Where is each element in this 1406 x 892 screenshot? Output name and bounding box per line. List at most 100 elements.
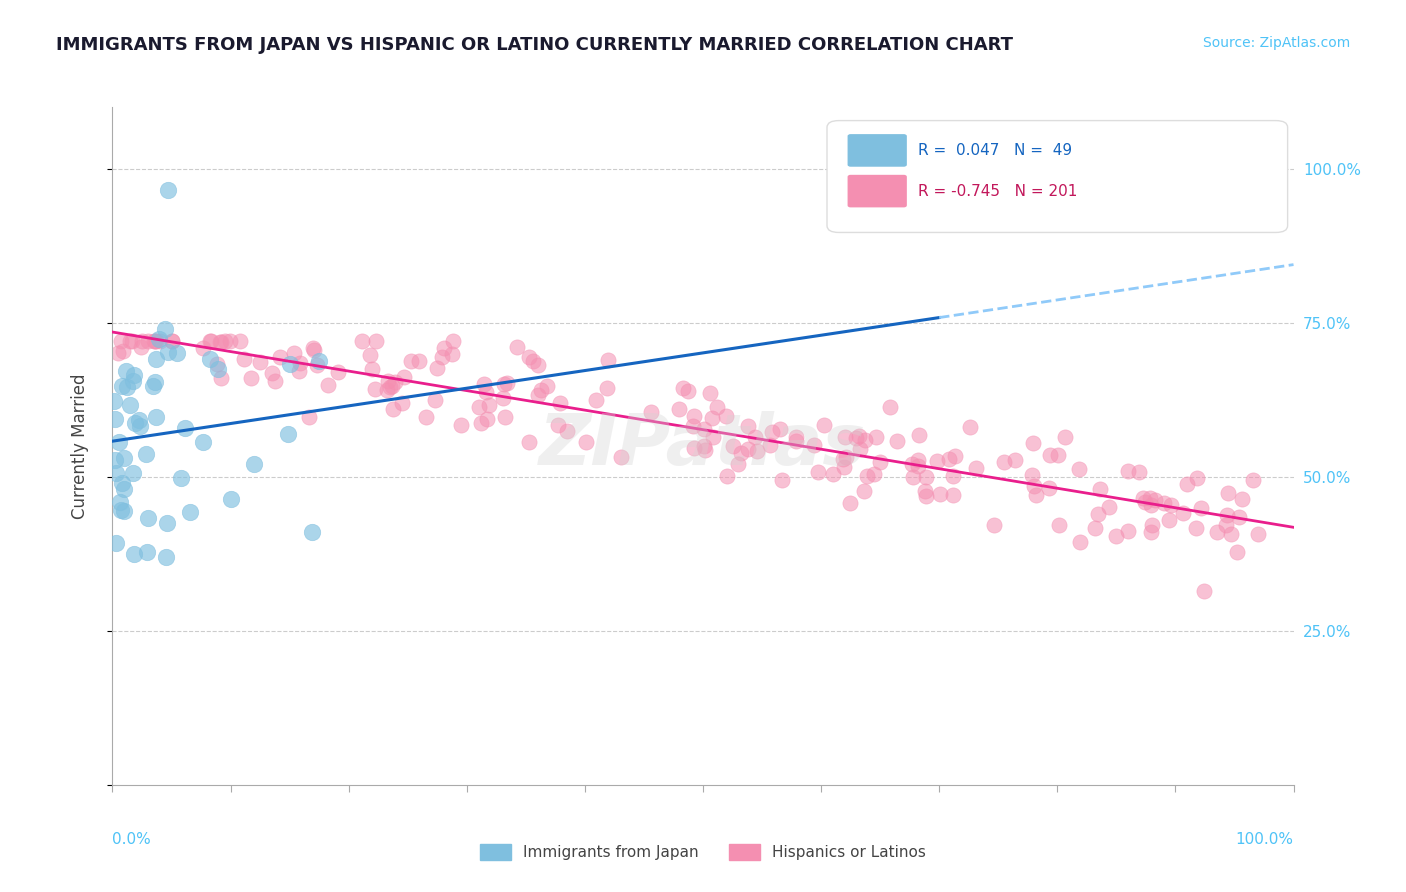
Point [408, 354, 430, 368]
Point [668, 401, 690, 416]
Point [1084, 521, 1107, 535]
Point [1241, 473, 1264, 487]
Point [835, 450, 858, 465]
Point [536, 378, 558, 392]
Point [1069, 462, 1091, 476]
Text: 0.0%: 0.0% [112, 832, 152, 847]
Point [107, 435, 129, 450]
Point [942, 469, 965, 483]
Point [207, 362, 229, 376]
Point [671, 381, 693, 395]
Point [1189, 500, 1212, 515]
Point [1022, 435, 1045, 450]
Point [1105, 529, 1128, 543]
Point [832, 451, 855, 466]
Point [1142, 517, 1164, 532]
Point [240, 370, 263, 384]
Point [143, 334, 166, 349]
Point [209, 334, 232, 349]
Point [1088, 483, 1111, 497]
Point [148, 332, 170, 346]
Point [302, 342, 325, 356]
Legend: Immigrants from Japan, Hispanics or Latinos: Immigrants from Japan, Hispanics or Lati… [474, 838, 932, 866]
Point [848, 429, 870, 443]
Point [706, 400, 728, 414]
Point [1140, 499, 1163, 513]
Point [886, 434, 908, 448]
Point [1192, 583, 1215, 598]
Point [124, 416, 146, 430]
Point [131, 334, 153, 349]
Point [1215, 518, 1237, 533]
Point [121, 466, 143, 480]
Point [834, 430, 856, 444]
Point [695, 442, 717, 457]
Point [596, 381, 619, 395]
Point [943, 449, 966, 463]
Point [169, 471, 191, 485]
Point [609, 450, 631, 465]
Point [494, 409, 516, 424]
Point [1175, 477, 1198, 491]
Point [328, 365, 350, 379]
Point [522, 353, 544, 368]
Point [1022, 479, 1045, 493]
Point [198, 334, 221, 349]
Point [430, 351, 453, 365]
Point [907, 453, 929, 467]
Point [415, 410, 437, 425]
Point [1116, 464, 1139, 478]
Text: R =  0.047   N =  49: R = 0.047 N = 49 [918, 143, 1071, 158]
Point [122, 368, 145, 383]
Point [472, 377, 495, 392]
Point [1069, 534, 1091, 549]
Point [209, 335, 232, 350]
Point [110, 502, 132, 516]
Point [145, 410, 167, 425]
Point [114, 482, 136, 496]
Point [135, 447, 157, 461]
Point [1087, 507, 1109, 521]
Point [120, 399, 142, 413]
Point [928, 486, 950, 500]
Point [122, 374, 145, 388]
Point [683, 409, 706, 423]
Point [505, 340, 527, 354]
Point [155, 322, 177, 336]
Point [381, 378, 404, 392]
Point [716, 469, 738, 483]
Point [135, 545, 157, 559]
Point [676, 384, 699, 398]
Point [727, 457, 749, 471]
Point [112, 504, 135, 518]
Point [120, 334, 142, 349]
Point [1021, 467, 1043, 482]
Point [862, 467, 884, 482]
Point [219, 334, 242, 349]
Point [111, 475, 134, 490]
Point [114, 364, 136, 378]
Point [640, 405, 662, 419]
Point [853, 433, 876, 447]
FancyBboxPatch shape [848, 176, 905, 207]
Point [547, 417, 569, 432]
Point [575, 434, 598, 449]
Text: ZIPatlas: ZIPatlas [540, 411, 866, 481]
Point [110, 334, 132, 349]
Point [166, 346, 188, 360]
Point [352, 334, 374, 349]
Point [129, 340, 152, 354]
Point [856, 469, 879, 483]
Point [157, 345, 180, 359]
Point [249, 355, 271, 369]
Point [468, 400, 491, 414]
Point [308, 354, 330, 368]
Point [699, 386, 721, 401]
Text: R = -0.745   N = 201: R = -0.745 N = 201 [918, 184, 1077, 199]
Point [983, 517, 1005, 532]
Point [219, 492, 242, 507]
Point [959, 420, 981, 434]
Point [1227, 510, 1250, 524]
Point [1216, 486, 1239, 500]
Point [399, 353, 422, 368]
